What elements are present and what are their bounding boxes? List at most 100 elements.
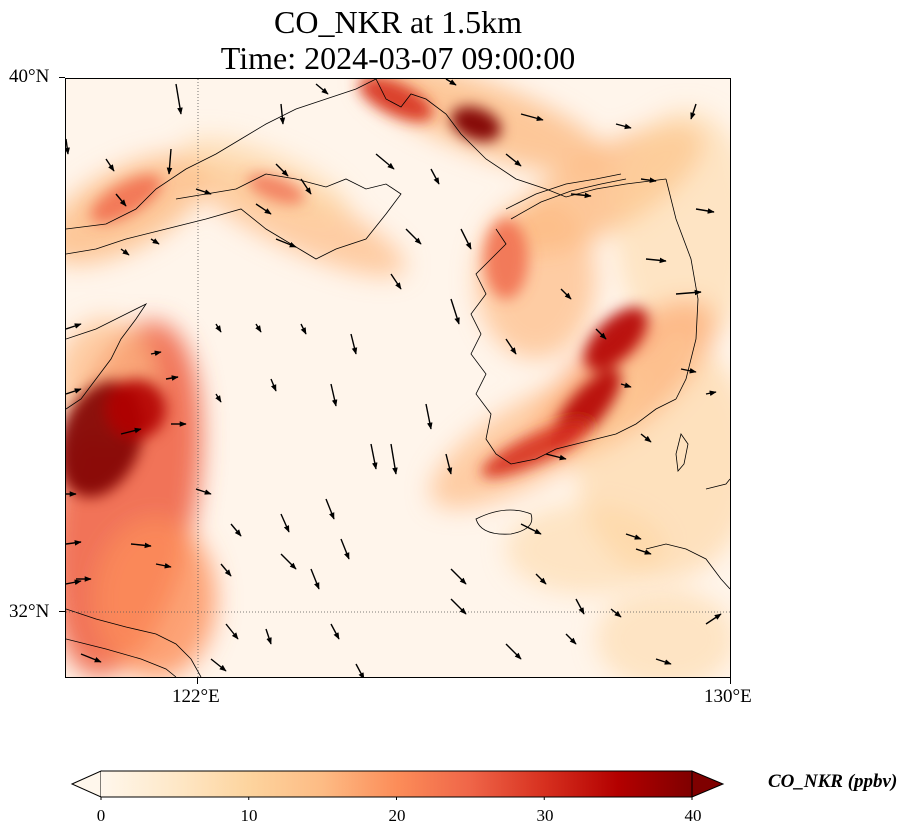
colorbar-tick-30: 30 [536,806,554,825]
wind-vector-73 [310,568,320,590]
wind-vector-48 [120,427,142,435]
wind-vector-11 [375,153,395,170]
wind-vector-69 [635,548,652,555]
wind-vector-24 [150,238,160,245]
wind-vector-26 [390,273,402,290]
wind-vector-68 [535,573,547,585]
gridlines [66,79,730,677]
wind-vector-79 [225,623,239,640]
colorbar-min-extend [70,770,102,798]
lat-tick-mark-32n [59,611,65,612]
wind-vector-51 [390,443,398,475]
wind-vector-17 [255,203,272,215]
wind-vector-52 [445,453,453,475]
co-plume-9 [616,109,730,349]
wind-vector-21 [570,192,592,199]
co-hotspot-6 [481,420,591,478]
coast-kyushu-1 [645,543,730,590]
coast-shanghai [66,638,177,677]
wind-vector-7 [66,138,70,155]
colorbar-label: CO_NKR (ppbv) [768,771,898,792]
wind-vector-70 [66,579,82,585]
wind-vector-85 [210,658,227,672]
wind-vector-67 [450,568,467,585]
wind-vector-81 [330,623,340,640]
wind-vector-50 [370,443,378,470]
wind-vector-4 [520,113,544,122]
map-canvas [66,79,730,677]
colorbar [70,770,725,800]
wind-vector-32 [215,323,222,333]
wind-vector-18 [300,178,312,195]
wind-vector-38 [680,368,697,374]
coast-korea-west [470,228,537,465]
wind-vector-77 [705,613,722,625]
coastlines [66,79,730,677]
wind-vector-44 [330,383,338,407]
wind-vector-59 [325,498,335,520]
wind-vector-62 [130,542,152,549]
jeju-island [475,509,533,535]
co-plume-13 [506,504,666,594]
wind-vector-78 [80,653,102,663]
wind-vector-13 [505,153,522,167]
coast-yangtze-delta [66,608,202,677]
wind-vector-3 [445,79,457,86]
wind-vector-54 [640,433,652,443]
wind-vector-16 [195,188,212,195]
lon-tick-130e: 130°E [704,686,752,707]
wind-vector-2 [315,83,329,95]
lon-tick-122e: 122°E [172,686,220,707]
wind-vector-64 [155,563,172,569]
wind-vector-72 [220,563,232,577]
wind-vector-66 [340,538,350,560]
wind-vector-33 [255,323,262,333]
co-field-smooth [66,79,730,677]
wind-vector-35 [350,333,358,355]
co-hotspot-9 [247,173,305,205]
tsushima-island [675,433,689,472]
coast-demarcation-2 [510,178,627,220]
wind-vector-20 [460,228,472,250]
wind-vector-9 [166,148,173,175]
wind-vector-36 [505,338,517,355]
colorbar-tick-0: 0 [96,806,106,825]
wind-vector-61 [625,533,642,540]
wind-vector-0 [175,83,183,115]
wind-vectors [66,79,722,677]
co-plume-11 [96,519,216,677]
wind-vector-84 [655,658,672,665]
wind-vector-80 [265,628,272,645]
wind-vector-47 [705,390,717,396]
wind-vector-42 [215,393,222,403]
colorbar-gradient [101,771,692,797]
wind-vector-27 [450,298,460,325]
coast-korea-south [535,398,677,460]
colorbar-tick-20: 20 [388,806,406,825]
wind-vector-65 [280,553,297,570]
wind-vector-76 [610,608,622,618]
wind-vector-82 [505,643,522,660]
co-plume-14 [596,589,730,677]
wind-vector-60 [520,523,542,535]
wind-vector-22 [695,208,715,214]
wind-vector-34 [300,323,307,335]
coast-shandong [66,173,402,260]
wind-vector-56 [195,488,212,495]
coast-korea-east [665,178,699,400]
wind-vector-23 [120,248,130,256]
co-hotspot-0 [359,79,433,122]
lat-tick-mark-40n [59,77,65,78]
map-title-line1: CO_NKR at 1.5km [274,4,522,40]
wind-vector-83 [565,633,577,645]
wind-vector-28 [560,288,572,300]
wind-vector-86 [355,663,365,677]
co-hotspot-1 [450,106,502,142]
map-panel [65,78,731,678]
wind-vector-41 [165,375,179,381]
wind-vector-29 [645,257,667,264]
wind-vector-10 [275,163,289,177]
colorbar-ticks [100,797,693,800]
wind-vector-8 [105,158,115,172]
wind-vector-45 [425,403,433,430]
